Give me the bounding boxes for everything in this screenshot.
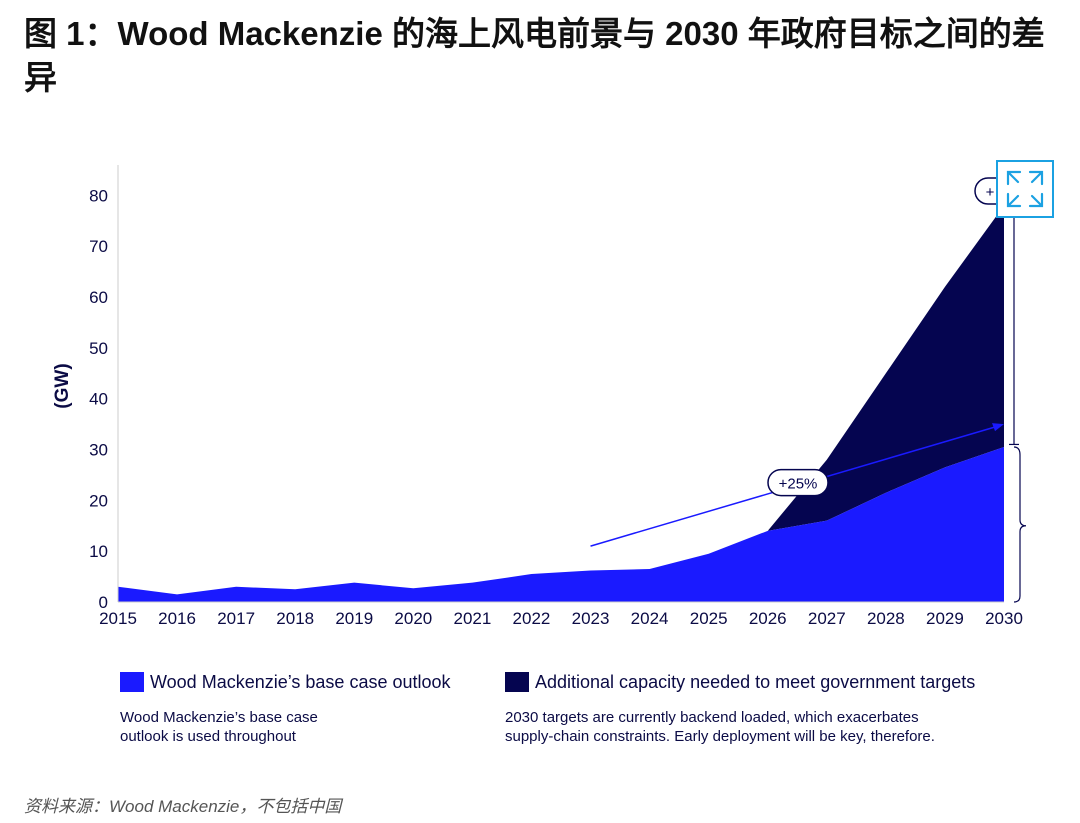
x-tick-label: 2029 [926, 609, 964, 628]
y-tick-label: 30 [89, 441, 108, 460]
area-additional-capacity [767, 205, 1004, 531]
x-tick-label: 2020 [394, 609, 432, 628]
y-tick-label: 50 [89, 339, 108, 358]
x-tick-label: 2027 [808, 609, 846, 628]
y-tick-label: 20 [89, 491, 108, 510]
expand-button[interactable] [996, 160, 1054, 218]
legend-label-base: Wood Mackenzie’s base case outlook [150, 672, 451, 692]
legend-note-base: Wood Mackenzie’s base case outlook is us… [120, 708, 318, 746]
y-tick-label: 60 [89, 288, 108, 307]
x-tick-label: 2018 [276, 609, 314, 628]
legend-note-additional: 2030 targets are currently backend loade… [505, 708, 935, 746]
x-tick-label: 2030 [985, 609, 1023, 628]
annotation-top-text: + [986, 184, 995, 201]
x-tick-label: 2028 [867, 609, 905, 628]
annotation-25pct-bubble [767, 468, 829, 497]
y-tick-label: 80 [89, 186, 108, 205]
x-tick-label: 2021 [453, 609, 491, 628]
x-tick-label: 2026 [749, 609, 787, 628]
area-base-case [118, 446, 1004, 602]
source-note: 资料来源：Wood Mackenzie，不包括中国 [24, 797, 342, 816]
legend-note-base-line-2: outlook is used throughout [120, 728, 296, 745]
x-tick-label: 2023 [572, 609, 610, 628]
annotation-25pct-text: +25% [779, 476, 818, 493]
page-title: 图 1：Wood Mackenzie 的海上风电前景与 2030 年政府目标之间… [24, 15, 1045, 96]
legend-swatch-additional [505, 672, 529, 692]
y-tick-label: 0 [99, 593, 108, 612]
expand-icon [1006, 170, 1044, 208]
growth-arrow-head [992, 423, 1004, 432]
legend-note-additional-line-1: 2030 targets are currently backend loade… [505, 709, 919, 726]
x-tick-label: 2015 [99, 609, 137, 628]
x-tick-label: 2025 [690, 609, 728, 628]
y-axis-label: (GW) [52, 363, 73, 408]
y-tick-label: 70 [89, 237, 108, 256]
x-tick-label: 2024 [631, 609, 669, 628]
legend-swatch-base [120, 672, 144, 692]
x-tick-label: 2016 [158, 609, 196, 628]
bracket-base-2030 [1013, 446, 1027, 603]
x-tick-label: 2017 [217, 609, 255, 628]
y-tick-label: 40 [89, 390, 108, 409]
y-tick-label: 10 [89, 542, 108, 561]
legend-note-additional-line-2: supply-chain constraints. Early deployme… [505, 728, 935, 745]
legend-note-base-line-1: Wood Mackenzie’s base case [120, 709, 318, 726]
legend-label-additional: Additional capacity needed to meet gover… [535, 672, 976, 692]
x-tick-label: 2022 [513, 609, 551, 628]
x-tick-label: 2019 [335, 609, 373, 628]
